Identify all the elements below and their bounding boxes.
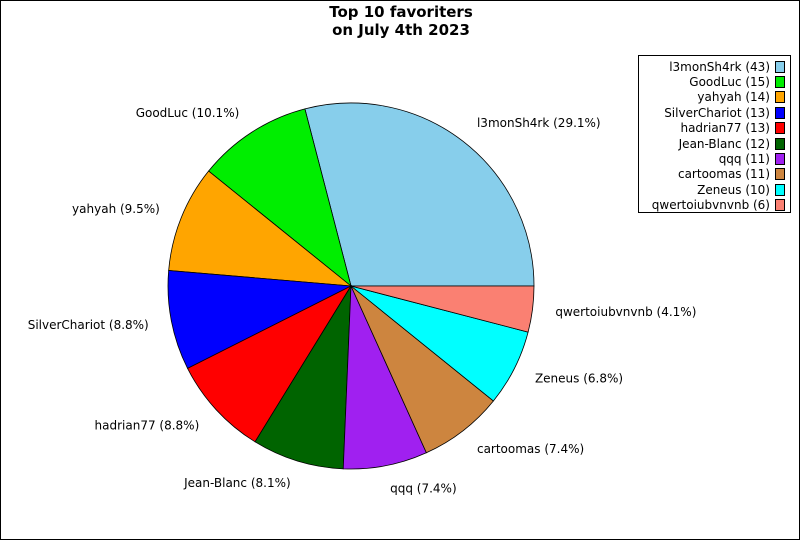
pie-label-l3monsh4rk: l3monSh4rk (29.1%) <box>477 116 601 130</box>
legend-label: cartoomas (11) <box>677 167 770 182</box>
legend-item-jean-blanc: Jean-Blanc (12) <box>639 136 785 151</box>
pie-label-jean-blanc: Jean-Blanc (8.1%) <box>183 476 291 490</box>
pie-label-qqq: qqq (7.4%) <box>390 481 457 495</box>
legend-item-yahyah: yahyah (14) <box>639 90 785 105</box>
legend-swatch <box>775 137 785 150</box>
legend-swatch <box>775 122 785 135</box>
legend-swatch <box>775 60 785 73</box>
pie-slice-jean-blanc <box>254 284 352 470</box>
legend-swatch <box>775 76 785 89</box>
pie-label-qwertoiubvnvnb: qwertoiubvnvnb (4.1%) <box>555 305 696 319</box>
pie-label-cartoomas: cartoomas (7.4%) <box>477 442 584 456</box>
legend-label: l3monSh4rk (43) <box>669 59 770 74</box>
legend-label: Zeneus (10) <box>697 182 770 197</box>
legend-item-qwertoiubvnvnb: qwertoiubvnvnb (6) <box>639 198 785 213</box>
pie-slice-goodluc <box>208 108 352 288</box>
chart-title-line-1: Top 10 favoriters <box>329 3 473 21</box>
chart-legend: l3monSh4rk (43) GoodLuc (15) yahyah (14) Si… <box>638 55 791 213</box>
pie-slice-yahyah <box>168 170 353 287</box>
legend-label: Jean-Blanc (12) <box>678 136 770 151</box>
pie-label-goodluc: GoodLuc (10.1%) <box>136 106 240 120</box>
pie-label-zeneus: Zeneus (6.8%) <box>535 372 623 386</box>
legend-label: hadrian77 (13) <box>680 121 770 136</box>
legend-item-cartoomas: cartoomas (11) <box>639 167 785 182</box>
legend-label: SilverChariot (13) <box>664 105 770 120</box>
legend-swatch <box>775 153 785 166</box>
pie-label-yahyah: yahyah (9.5%) <box>72 202 160 216</box>
pie-slice-silverchariot <box>167 270 353 369</box>
legend-label: yahyah (14) <box>697 90 770 105</box>
pie-label-silverchariot: SilverChariot (8.8%) <box>28 318 149 332</box>
legend-item-zeneus: Zeneus (10) <box>639 182 785 197</box>
legend-swatch <box>775 183 785 196</box>
chart-title-line-2: on July 4th 2023 <box>332 21 470 39</box>
legend-item-goodluc: GoodLuc (15) <box>639 74 785 89</box>
chart-title: Top 10 favoriters on July 4th 2023 <box>1 3 799 39</box>
legend-item-qqq: qqq (11) <box>639 151 785 166</box>
pie-slice-l3monsh4rk <box>304 102 535 287</box>
legend-swatch <box>775 168 785 181</box>
legend-label: GoodLuc (15) <box>689 75 770 90</box>
legend-swatch <box>775 91 785 104</box>
legend-item-l3monsh4rk: l3monSh4rk (43) <box>639 59 785 74</box>
pie-slice-hadrian77 <box>187 285 353 443</box>
legend-label: qwertoiubvnvnb (6) <box>651 198 770 213</box>
legend-swatch <box>775 199 785 212</box>
legend-item-hadrian77: hadrian77 (13) <box>639 121 785 136</box>
legend-item-silverchariot: SilverChariot (13) <box>639 105 785 120</box>
legend-swatch <box>775 106 785 119</box>
pie-slice-qwertoiubvnvnb <box>350 285 535 333</box>
legend-label: qqq (11) <box>718 152 770 167</box>
pie-label-hadrian77: hadrian77 (8.8%) <box>95 418 200 432</box>
